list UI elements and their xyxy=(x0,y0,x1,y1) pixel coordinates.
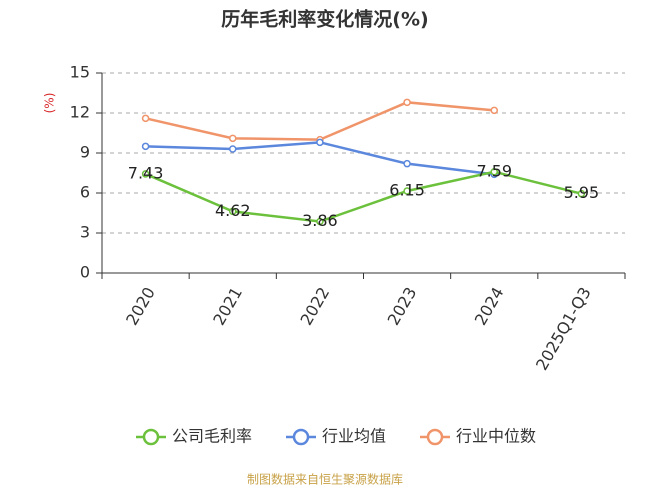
data-label: 5.95 xyxy=(564,183,600,202)
legend-marker[interactable] xyxy=(426,428,444,446)
point xyxy=(141,142,150,151)
y-tick-label: 15 xyxy=(70,63,90,82)
legend-label[interactable]: 行业中位数 xyxy=(456,427,536,446)
series-line xyxy=(145,141,495,176)
data-label: 7.43 xyxy=(128,163,164,182)
y-axis-label: (%) xyxy=(43,93,57,114)
point xyxy=(403,187,411,195)
point xyxy=(316,217,324,226)
x-tick-label: 2022 xyxy=(296,284,333,329)
y-tick-label: 6 xyxy=(80,183,90,202)
footer: 制图数据来自恒生聚源数据库 xyxy=(247,472,403,487)
legend-marker[interactable] xyxy=(292,428,310,446)
data-label: 3.86 xyxy=(302,211,338,230)
series-line xyxy=(145,101,495,141)
data-label: 4.62 xyxy=(215,201,251,220)
point xyxy=(316,138,324,147)
point xyxy=(141,114,150,123)
y-tick-label: 12 xyxy=(70,103,90,122)
y-tick-label: 0 xyxy=(80,263,90,282)
point xyxy=(403,98,411,107)
point xyxy=(403,159,411,168)
point xyxy=(141,170,150,178)
x-tick-label: 2025Q1-Q3 xyxy=(532,284,595,374)
point xyxy=(229,145,237,153)
point xyxy=(490,106,498,115)
y-tick-label: 3 xyxy=(80,223,90,242)
point xyxy=(577,189,586,198)
legend-marker[interactable] xyxy=(142,428,160,446)
x-tick-label: 2023 xyxy=(384,284,421,329)
data-label: 6.15 xyxy=(389,181,425,200)
series-line xyxy=(145,170,582,223)
data-label: 7.59 xyxy=(476,161,512,180)
y-tick-label: 9 xyxy=(80,143,90,162)
point xyxy=(229,207,237,216)
point xyxy=(490,168,498,176)
legend-label[interactable]: 行业均值 xyxy=(322,427,386,446)
x-tick-label: 2024 xyxy=(471,284,508,329)
chart-title: 历年毛利率变化情况(%) xyxy=(221,8,428,31)
legend-label[interactable]: 公司毛利率 xyxy=(172,427,252,446)
x-tick-label: 2021 xyxy=(209,284,246,329)
x-tick-label: 2020 xyxy=(122,284,159,329)
point xyxy=(229,134,237,143)
